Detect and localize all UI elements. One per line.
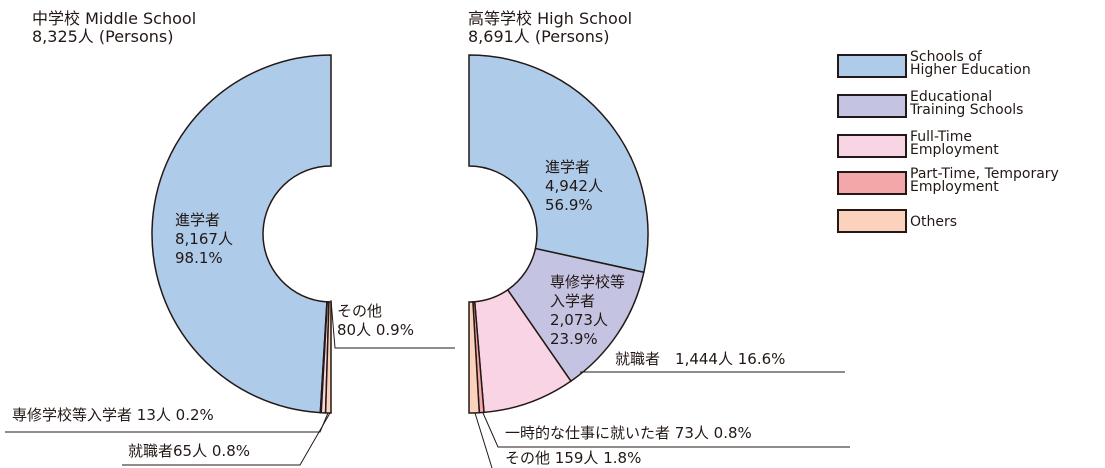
chart-subtitle: 8,325人 (Persons) [32, 27, 173, 46]
leader-line [5, 412, 329, 433]
chart-title: 中学校 Middle School [32, 9, 196, 28]
label-part: 進学者 [545, 158, 590, 176]
label-part: 0.9% [376, 321, 414, 339]
label-part: 一時的な仕事に就いた者 [505, 424, 670, 442]
label-part: 0.2% [176, 406, 214, 424]
label-part: 就職者 [615, 350, 660, 368]
chart-subtitle: 8,691人 (Persons) [468, 27, 609, 46]
label-part: 73人 [675, 424, 709, 442]
legend-label: Employment [910, 179, 999, 195]
data-label: 進学者 [545, 158, 590, 176]
leader-line [122, 412, 331, 466]
label-part: 16.6% [738, 350, 786, 368]
label-part: 98.1% [175, 249, 223, 267]
data-label: 4,942人 [545, 177, 603, 195]
label-part: その他 [505, 449, 550, 467]
label-part: 159人 [555, 449, 599, 467]
legend-label: Part-Time, Temporary [910, 166, 1059, 182]
data-label: 進学者 [175, 211, 220, 229]
label-part: 23.9% [550, 330, 598, 348]
data-label: その他 159人 1.8% [505, 449, 641, 467]
legend-swatch [837, 171, 907, 195]
label-part: 1,444人 [675, 350, 733, 368]
leader-line [482, 412, 850, 448]
legend-label: Schools of [910, 49, 983, 65]
data-label: 専修学校等 [550, 273, 625, 291]
label-part: 2,073人 [550, 311, 608, 329]
legend-label: Higher Education [910, 62, 1031, 78]
data-label: 就職者 1,444人 16.6% [615, 350, 785, 368]
legend-swatch [837, 94, 907, 118]
label-part: 進学者 [175, 211, 220, 229]
leader-line [474, 412, 493, 468]
label-part: 1.8% [603, 449, 641, 467]
label-part: 専修学校等入学者 [12, 406, 132, 424]
legend-label: Training Schools [909, 102, 1023, 118]
label-part: 80人 [337, 321, 371, 339]
legend-label: Employment [910, 142, 999, 158]
label-part: 0.8% [212, 442, 250, 460]
label-part: 56.9% [545, 196, 593, 214]
data-label: 98.1% [175, 249, 223, 267]
data-label: 入学者 [550, 292, 595, 310]
legend-label: Full-Time [910, 129, 972, 145]
slice [468, 54, 649, 274]
legend-swatch [837, 54, 907, 78]
data-label: 56.9% [545, 196, 593, 214]
label-part: 65人 [173, 442, 207, 460]
label-part: 専修学校等 [550, 273, 625, 291]
data-label: 一時的な仕事に就いた者 73人 0.8% [505, 424, 752, 442]
chart-title: 高等学校 High School [468, 9, 632, 28]
label-part: 13人 [137, 406, 171, 424]
legend-label: Others [910, 214, 957, 230]
leader-line [330, 299, 455, 349]
label-part: 就職者 [128, 442, 173, 460]
data-label: その他 [337, 302, 382, 320]
label-part: 8,167人 [175, 230, 233, 248]
slice [151, 54, 332, 414]
label-part: 0.8% [714, 424, 752, 442]
data-label: 専修学校等入学者 13人 0.2% [12, 406, 214, 424]
label-part: 入学者 [550, 292, 595, 310]
legend-swatch [837, 209, 907, 233]
slice [506, 247, 645, 383]
label-part: 4,942人 [545, 177, 603, 195]
slice [468, 301, 481, 414]
data-label: 就職者65人 0.8% [128, 442, 250, 460]
label-part: その他 [337, 302, 382, 320]
data-label: 8,167人 [175, 230, 233, 248]
data-label: 80人 0.9% [337, 321, 414, 339]
data-label: 23.9% [550, 330, 598, 348]
legend-swatch [837, 134, 907, 158]
legend-label: Educational [910, 89, 992, 105]
data-label: 2,073人 [550, 311, 608, 329]
